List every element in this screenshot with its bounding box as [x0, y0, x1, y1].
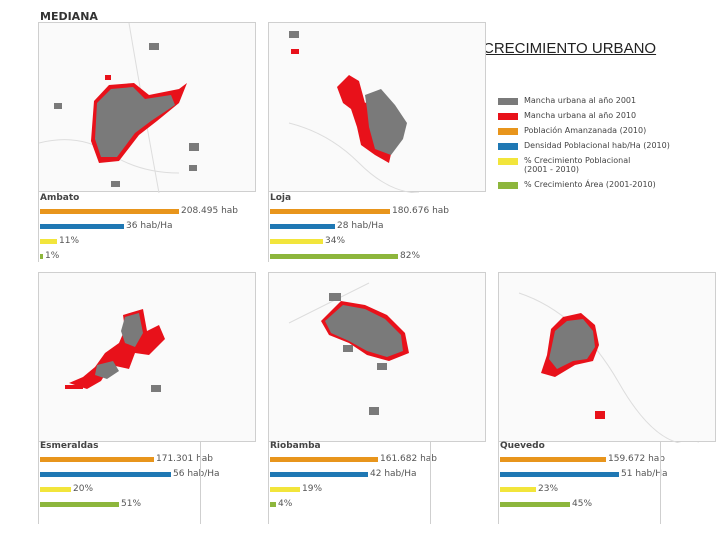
bar-densidad [40, 472, 171, 477]
value-densidad: 42 hab/Ha [370, 469, 417, 479]
city-name: Esmeraldas [40, 441, 99, 451]
bar-crec-pob [40, 239, 57, 244]
bar-crec-pob [270, 487, 300, 492]
bar-crec-area [270, 254, 398, 259]
bar-densidad [270, 224, 335, 229]
bar-poblacion [40, 457, 154, 462]
legend-label: % Crecimiento Poblacional [524, 156, 631, 165]
legend-label: Mancha urbana al año 2001 [524, 96, 637, 105]
value-poblacion: 159.672 hab [608, 454, 666, 464]
bar-poblacion [270, 457, 378, 462]
urban-2001-area [549, 319, 595, 369]
bar-crec-area [500, 502, 570, 507]
legend-swatch [498, 182, 518, 189]
legend-label-2: (2001 - 2010) [524, 165, 579, 174]
value-crec-area: 82% [400, 251, 421, 261]
bar-crec-area [40, 254, 43, 259]
value-crec-area: 4% [278, 499, 293, 509]
value-poblacion: 171.301 hab [156, 454, 214, 464]
frame-line [268, 192, 269, 262]
value-crec-pob: 19% [302, 484, 323, 494]
page-heading: MEDIANA [40, 10, 98, 23]
urban-2001-area [325, 305, 403, 357]
urban-2001-area [95, 87, 175, 157]
bar-densidad [40, 224, 124, 229]
page-title: CRECIMIENTO URBANO [483, 40, 657, 57]
frame-line [430, 442, 431, 524]
bar-crec-area [270, 502, 276, 507]
value-crec-area: 45% [572, 499, 593, 509]
legend-swatch [498, 98, 518, 105]
map-loja [268, 22, 486, 193]
urban-2001-area [365, 89, 407, 155]
bar-crec-pob [40, 487, 71, 492]
value-poblacion: 180.676 hab [392, 206, 450, 216]
map-riobamba [268, 272, 486, 442]
value-crec-area: 51% [121, 499, 142, 509]
legend-label: Mancha urbana al año 2010 [524, 111, 637, 120]
map-esmeraldas [38, 272, 256, 442]
frame-line [660, 442, 661, 524]
city-name: Riobamba [270, 441, 321, 451]
value-crec-area: 1% [45, 251, 60, 261]
map-ambato [38, 22, 256, 193]
value-poblacion: 161.682 hab [380, 454, 438, 464]
bar-crec-pob [270, 239, 323, 244]
city-name: Loja [270, 193, 292, 203]
legend-swatch [498, 143, 518, 150]
value-densidad: 28 hab/Ha [337, 221, 384, 231]
frame-line [38, 442, 39, 524]
city-name: Ambato [40, 193, 80, 203]
legend-label: Población Amanzanada (2010) [524, 126, 647, 135]
value-poblacion: 208.495 hab [181, 206, 239, 216]
legend-swatch [498, 128, 518, 135]
frame-line [268, 442, 269, 524]
urban-2010-area [69, 309, 165, 389]
value-crec-pob: 34% [325, 236, 346, 246]
value-densidad: 36 hab/Ha [126, 221, 173, 231]
legend-swatch [498, 158, 518, 165]
bar-crec-area [40, 502, 119, 507]
bar-crec-pob [500, 487, 536, 492]
city-name: Quevedo [500, 441, 545, 451]
legend-swatch [498, 113, 518, 120]
legend-label: Densidad Poblacional hab/Ha (2010) [524, 141, 670, 150]
value-crec-pob: 23% [538, 484, 559, 494]
urban-2001-area [121, 313, 143, 347]
bar-poblacion [500, 457, 606, 462]
value-densidad: 56 hab/Ha [173, 469, 220, 479]
frame-line [200, 442, 201, 524]
bar-densidad [500, 472, 619, 477]
value-densidad: 51 hab/Ha [621, 469, 668, 479]
bar-densidad [270, 472, 368, 477]
frame-line [38, 192, 39, 262]
value-crec-pob: 20% [73, 484, 94, 494]
bar-poblacion [40, 209, 179, 214]
value-crec-pob: 11% [59, 236, 80, 246]
map-quevedo [498, 272, 716, 443]
bar-poblacion [270, 209, 390, 214]
frame-line [498, 442, 499, 524]
legend-label: % Crecimiento Área (2001-2010) [524, 180, 656, 189]
